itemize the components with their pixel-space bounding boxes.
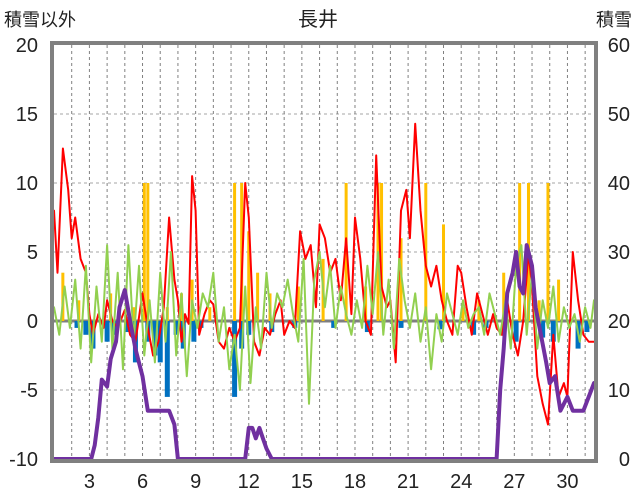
right-axis-label: 積雪 — [596, 10, 632, 31]
left-tick-label: 5 — [27, 242, 38, 264]
precipitation-bar — [247, 231, 251, 321]
sunshine-bar — [246, 321, 252, 335]
line-layer — [52, 122, 596, 461]
precipitation-bar — [502, 272, 506, 321]
sunshine-bar — [584, 321, 590, 333]
sunshine-bar — [74, 321, 80, 328]
right-tick-label: 0 — [619, 449, 630, 471]
x-tick-label: 18 — [344, 471, 366, 493]
precipitation-bar — [146, 183, 150, 321]
sunshine-bar — [83, 321, 89, 335]
x-tick-label: 6 — [137, 471, 148, 493]
left-tick-label: 0 — [27, 311, 38, 333]
sunshine-bar — [398, 321, 404, 328]
precipitation-bar — [296, 286, 300, 321]
x-tick-label: 30 — [556, 471, 578, 493]
left-tick-label: 20 — [16, 35, 38, 57]
right-tick-label: 60 — [608, 35, 630, 57]
sunshine-bar — [232, 321, 238, 397]
snow_depth-line — [52, 243, 596, 461]
precipitation-bar — [380, 183, 384, 321]
sunshine-bar — [191, 321, 197, 342]
left-tick-labels: 20 15 10 5 0 -5 -10 — [9, 35, 38, 471]
left-axis-label: 積雪以外 — [4, 10, 76, 31]
sunshine-bar — [124, 321, 130, 333]
precipitation-bar — [546, 183, 550, 321]
x-tick-labels: 3 6 9 12 15 18 21 24 27 30 — [84, 471, 579, 493]
plot-frame — [50, 41, 598, 463]
precipitation-bar — [77, 300, 81, 321]
precipitation-bar — [240, 183, 244, 321]
grid — [54, 45, 594, 459]
x-tick-label: 27 — [503, 471, 525, 493]
x-tick-label: 12 — [238, 471, 260, 493]
sunshine-bar — [437, 321, 443, 330]
precipitation-bar — [132, 307, 136, 321]
right-tick-label: 40 — [608, 173, 630, 195]
right-tick-label: 20 — [608, 311, 630, 333]
precipitation-bar — [142, 183, 146, 321]
precipitation-bar — [537, 300, 541, 321]
sunshine-bar — [157, 321, 163, 363]
left-tick-label: -5 — [20, 380, 38, 402]
sunshine-bar — [164, 321, 170, 397]
x-tick-label: 3 — [84, 471, 95, 493]
x-tick-label: 9 — [190, 471, 201, 493]
precipitation-bar — [256, 272, 260, 321]
sunshine-bar — [173, 321, 179, 335]
precipitation-bar — [208, 307, 212, 321]
chart-title: 長井 — [298, 7, 338, 31]
right-tick-label: 50 — [608, 104, 630, 126]
sunshine-bar — [331, 321, 337, 328]
sunshine-bar — [239, 321, 245, 349]
x-tick-label: 15 — [291, 471, 313, 493]
precipitation-bar — [557, 279, 561, 321]
precipitation-bar — [424, 183, 428, 321]
left-tick-label: 15 — [16, 104, 38, 126]
sunshine-bar — [513, 321, 519, 342]
x-tick-label: 21 — [397, 471, 419, 493]
right-tick-label: 30 — [608, 242, 630, 264]
precipitation-bar — [461, 307, 465, 321]
left-tick-label: 10 — [16, 173, 38, 195]
precipitation-bar — [233, 183, 237, 321]
sunshine-bar — [152, 321, 158, 356]
precipitation-bar — [442, 224, 446, 321]
left-tick-label: -10 — [9, 449, 38, 471]
right-tick-label: 10 — [608, 380, 630, 402]
right-tick-labels: 60 50 40 30 20 10 0 — [608, 35, 630, 471]
x-tick-label: 24 — [450, 471, 472, 493]
sunshine-bar — [104, 321, 110, 342]
precipitation-bar — [364, 286, 368, 321]
sunshine-bar — [540, 321, 546, 338]
sunshine-bar — [550, 321, 556, 342]
